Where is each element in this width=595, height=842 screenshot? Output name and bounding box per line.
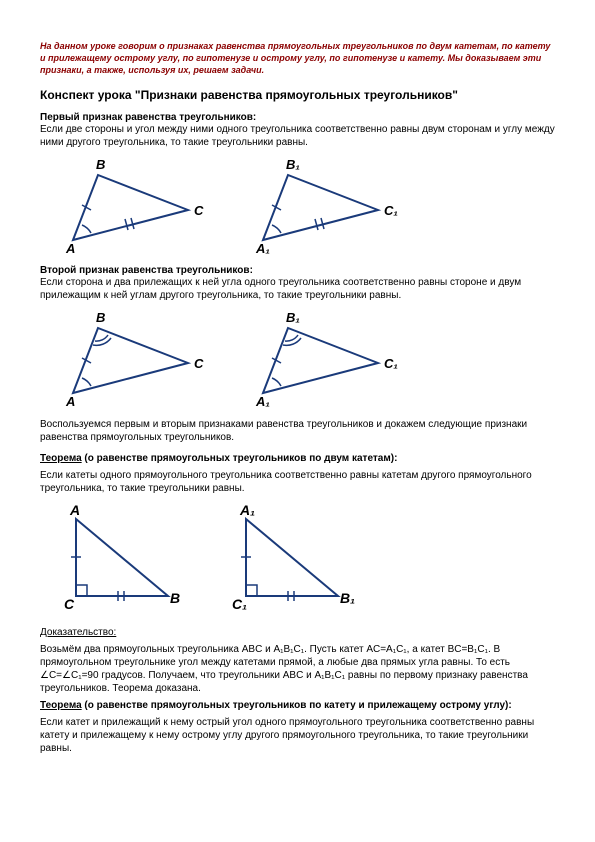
label-c: C [194, 356, 204, 371]
triangle-abc-1: B C A [58, 155, 218, 255]
triangle-a1b1c1-2: B₁ C₁ A₁ [248, 308, 408, 408]
page: На данном уроке говорим о признаках раве… [0, 0, 595, 779]
label-a1: A₁ [239, 502, 255, 518]
proof-text: Возьмём два прямоугольных треугольника A… [40, 643, 555, 695]
intro-text: На данном уроке говорим о признаках раве… [40, 40, 555, 76]
theorem2-label: Теорема [40, 700, 82, 711]
criterion1-title: Первый признак равенства треугольников: [40, 112, 555, 123]
label-b1: B₁ [286, 310, 300, 325]
criterion2-title: Второй признак равенства треугольников: [40, 265, 555, 276]
label-b1: B₁ [286, 157, 300, 172]
diagram-row-2: B C A B₁ C₁ A₁ [58, 308, 555, 408]
transition-text: Воспользуемся первым и вторым признаками… [40, 418, 555, 444]
theorem1-label: Теорема [40, 453, 82, 464]
label-c: C [194, 203, 204, 218]
proof-label: Доказательство: [40, 627, 116, 638]
triangle-abc-2: B C A [58, 308, 218, 408]
right-triangle-abc: A C B [58, 501, 198, 616]
theorem2-suffix: (о равенстве прямоугольных треугольников… [82, 700, 512, 711]
label-b: B [170, 590, 180, 606]
theorem2-heading: Теорема (о равенстве прямоугольных треуг… [40, 699, 555, 712]
theorem2-text: Если катет и прилежащий к нему острый уг… [40, 716, 555, 755]
label-c: C [64, 596, 75, 612]
criterion1-text: Если две стороны и угол между ними одног… [40, 123, 555, 149]
label-c1: C₁ [232, 596, 247, 612]
label-a1: A₁ [255, 241, 270, 255]
criterion2-text: Если сторона и два прилежащих к ней угла… [40, 276, 555, 302]
label-a: A [65, 241, 75, 255]
right-triangle-a1b1c1: A₁ C₁ B₁ [228, 501, 368, 616]
label-a: A [69, 502, 80, 518]
label-b: B [96, 157, 105, 172]
label-a: A [65, 394, 75, 408]
lesson-title: Конспект урока "Признаки равенства прямо… [40, 88, 555, 102]
proof-heading: Доказательство: [40, 626, 555, 639]
theorem1-heading: Теорема (о равенстве прямоугольных треуг… [40, 452, 555, 465]
label-b1: B₁ [340, 590, 355, 606]
diagram-row-1: B C A B₁ C₁ A₁ [58, 155, 555, 255]
theorem1-suffix: (о равенстве прямоугольных треугольников… [82, 453, 398, 464]
diagram-row-3: A C B A₁ C₁ B₁ [58, 501, 555, 616]
label-c1: C₁ [384, 356, 398, 371]
label-c1: C₁ [384, 203, 398, 218]
triangle-a1b1c1-1: B₁ C₁ A₁ [248, 155, 408, 255]
theorem1-text: Если катеты одного прямоугольного треуго… [40, 469, 555, 495]
label-a1: A₁ [255, 394, 270, 408]
label-b: B [96, 310, 105, 325]
